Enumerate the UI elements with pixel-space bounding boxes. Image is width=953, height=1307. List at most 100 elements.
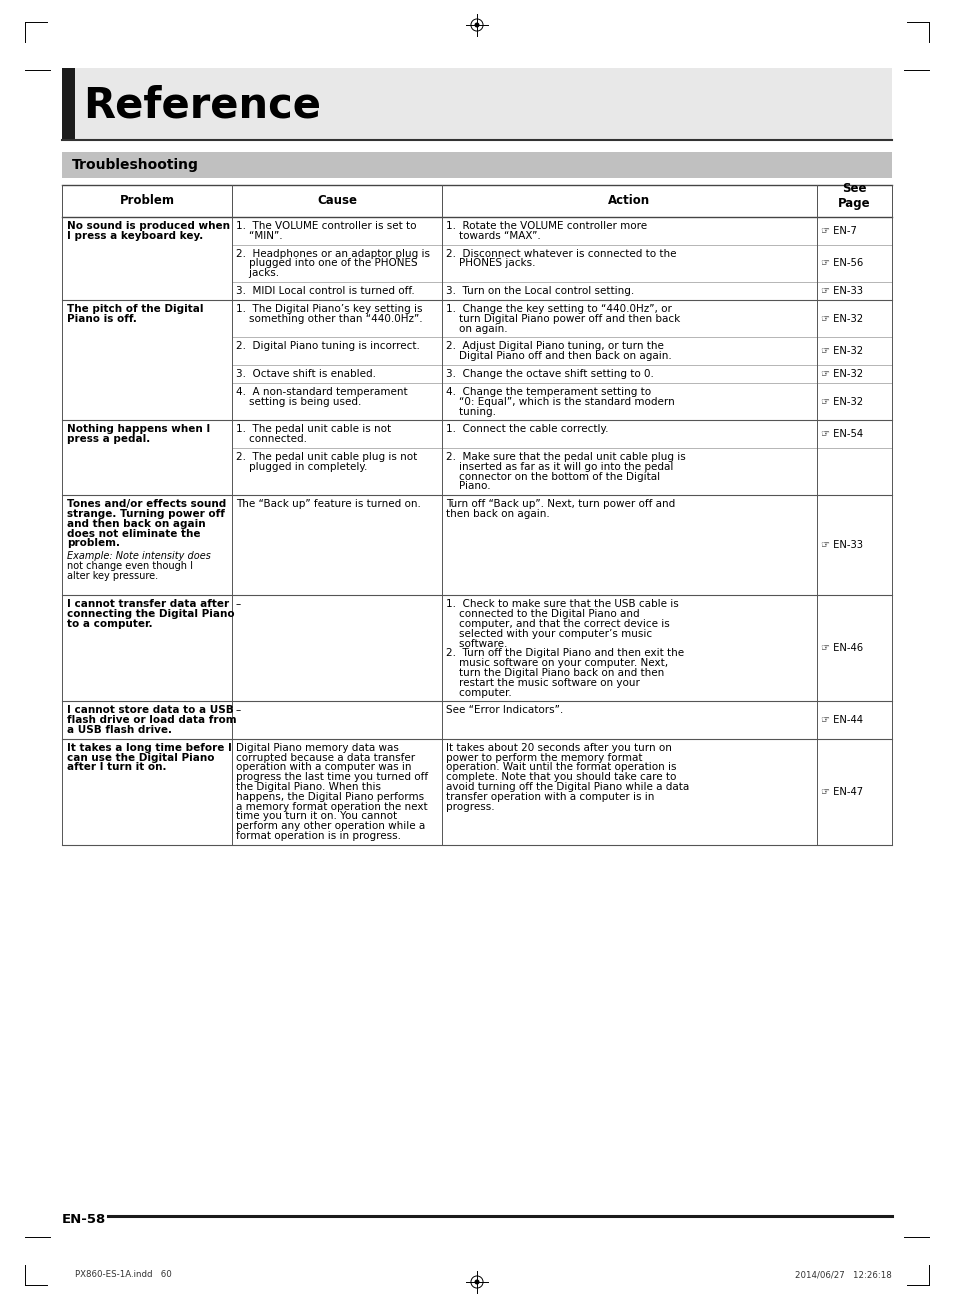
Text: EN-58: EN-58 [62, 1213, 106, 1226]
Text: ☞ EN-33: ☞ EN-33 [821, 286, 862, 295]
Text: corrupted because a data transfer: corrupted because a data transfer [235, 753, 415, 762]
Text: ☞ EN-33: ☞ EN-33 [821, 540, 862, 550]
Text: music software on your computer. Next,: music software on your computer. Next, [446, 659, 667, 668]
Text: software.: software. [446, 639, 507, 648]
Text: The pitch of the Digital: The pitch of the Digital [67, 305, 203, 314]
Text: ☞ EN-54: ☞ EN-54 [821, 429, 862, 439]
Text: No sound is produced when: No sound is produced when [67, 221, 230, 231]
Text: on again.: on again. [446, 324, 507, 333]
Text: computer, and that the correct device is: computer, and that the correct device is [446, 620, 669, 629]
Text: Action: Action [608, 195, 650, 208]
Text: complete. Note that you should take care to: complete. Note that you should take care… [446, 772, 676, 782]
Text: “0: Equal”, which is the standard modern: “0: Equal”, which is the standard modern [446, 397, 674, 406]
Text: 1.  The pedal unit cable is not: 1. The pedal unit cable is not [235, 425, 391, 434]
Text: PX860-ES-1A.indd   60: PX860-ES-1A.indd 60 [75, 1270, 172, 1280]
Text: jacks.: jacks. [235, 268, 279, 278]
Text: connector on the bottom of the Digital: connector on the bottom of the Digital [446, 472, 659, 481]
Text: I cannot transfer data after: I cannot transfer data after [67, 600, 229, 609]
Text: –: – [235, 706, 241, 715]
Text: press a pedal.: press a pedal. [67, 434, 150, 444]
Circle shape [475, 1280, 478, 1283]
Text: tuning.: tuning. [446, 406, 496, 417]
Text: Tones and/or effects sound: Tones and/or effects sound [67, 499, 226, 510]
Text: Nothing happens when I: Nothing happens when I [67, 425, 210, 434]
Text: operation with a computer was in: operation with a computer was in [235, 762, 411, 772]
Text: plugged into one of the PHONES: plugged into one of the PHONES [235, 259, 417, 268]
Text: avoid turning off the Digital Piano while a data: avoid turning off the Digital Piano whil… [446, 782, 688, 792]
Text: 2.  Digital Piano tuning is incorrect.: 2. Digital Piano tuning is incorrect. [235, 341, 419, 352]
Text: 1.  Connect the cable correctly.: 1. Connect the cable correctly. [446, 425, 608, 434]
Text: ☞ EN-32: ☞ EN-32 [821, 397, 862, 406]
Text: strange. Turning power off: strange. Turning power off [67, 508, 225, 519]
Text: 3.  Octave shift is enabled.: 3. Octave shift is enabled. [235, 369, 375, 379]
Text: 3.  Change the octave shift setting to 0.: 3. Change the octave shift setting to 0. [446, 369, 653, 379]
Text: transfer operation with a computer is in: transfer operation with a computer is in [446, 792, 654, 801]
Text: 1.  Check to make sure that the USB cable is: 1. Check to make sure that the USB cable… [446, 600, 678, 609]
Text: –: – [235, 600, 241, 609]
Text: ☞ EN-32: ☞ EN-32 [821, 369, 862, 379]
Text: PHONES jacks.: PHONES jacks. [446, 259, 535, 268]
Text: time you turn it on. You cannot: time you turn it on. You cannot [235, 812, 396, 821]
Text: power to perform the memory format: power to perform the memory format [446, 753, 641, 762]
Text: ☞ EN-7: ☞ EN-7 [821, 226, 856, 235]
Text: towards “MAX”.: towards “MAX”. [446, 231, 540, 240]
Text: See
Page: See Page [838, 182, 870, 210]
Text: It takes about 20 seconds after you turn on: It takes about 20 seconds after you turn… [446, 742, 671, 753]
Text: turn Digital Piano power off and then back: turn Digital Piano power off and then ba… [446, 314, 679, 324]
Text: a USB flash drive.: a USB flash drive. [67, 725, 172, 735]
Text: 2.  Make sure that the pedal unit cable plug is: 2. Make sure that the pedal unit cable p… [446, 452, 685, 461]
Text: See “Error Indicators”.: See “Error Indicators”. [446, 706, 562, 715]
Text: does not eliminate the: does not eliminate the [67, 528, 200, 538]
Text: progress.: progress. [446, 801, 494, 812]
Text: alter key pressure.: alter key pressure. [67, 571, 158, 580]
Text: ☞ EN-56: ☞ EN-56 [821, 259, 862, 268]
Text: “MIN”.: “MIN”. [235, 231, 282, 240]
Text: progress the last time you turned off: progress the last time you turned off [235, 772, 428, 782]
Text: Problem: Problem [119, 195, 174, 208]
Text: Reference: Reference [83, 84, 320, 125]
Text: Turn off “Back up”. Next, turn power off and: Turn off “Back up”. Next, turn power off… [446, 499, 675, 510]
Text: 1.  The VOLUME controller is set to: 1. The VOLUME controller is set to [235, 221, 416, 231]
Text: connected.: connected. [235, 434, 307, 444]
Bar [62, 68, 891, 140]
Text: something other than “440.0Hz”.: something other than “440.0Hz”. [235, 314, 422, 324]
Text: Example: Note intensity does: Example: Note intensity does [67, 552, 211, 561]
Text: computer.: computer. [446, 687, 511, 698]
Text: operation. Wait until the format operation is: operation. Wait until the format operati… [446, 762, 676, 772]
Text: ☞ EN-46: ☞ EN-46 [821, 643, 862, 654]
Text: Piano.: Piano. [446, 481, 490, 491]
Text: 1.  The Digital Piano’s key setting is: 1. The Digital Piano’s key setting is [235, 305, 422, 314]
Text: ☞ EN-44: ☞ EN-44 [821, 715, 862, 725]
Text: Troubleshooting: Troubleshooting [71, 158, 198, 173]
Text: 2.  Headphones or an adaptor plug is: 2. Headphones or an adaptor plug is [235, 248, 430, 259]
Text: restart the music software on your: restart the music software on your [446, 678, 639, 687]
Text: the Digital Piano. When this: the Digital Piano. When this [235, 782, 380, 792]
Text: perform any other operation while a: perform any other operation while a [235, 821, 425, 831]
Text: 4.  A non-standard temperament: 4. A non-standard temperament [235, 387, 407, 397]
Text: turn the Digital Piano back on and then: turn the Digital Piano back on and then [446, 668, 663, 678]
Text: after I turn it on.: after I turn it on. [67, 762, 167, 772]
Text: It takes a long time before I: It takes a long time before I [67, 742, 232, 753]
Bar [62, 186, 891, 217]
Text: connecting the Digital Piano: connecting the Digital Piano [67, 609, 234, 620]
Text: a memory format operation the next: a memory format operation the next [235, 801, 427, 812]
Text: 3.  MIDI Local control is turned off.: 3. MIDI Local control is turned off. [235, 286, 415, 295]
Text: Digital Piano off and then back on again.: Digital Piano off and then back on again… [446, 352, 671, 361]
Text: 4.  Change the temperament setting to: 4. Change the temperament setting to [446, 387, 651, 397]
Text: The “Back up” feature is turned on.: The “Back up” feature is turned on. [235, 499, 420, 510]
Text: selected with your computer’s music: selected with your computer’s music [446, 629, 652, 639]
Text: I cannot store data to a USB: I cannot store data to a USB [67, 706, 233, 715]
Text: 3.  Turn on the Local control setting.: 3. Turn on the Local control setting. [446, 286, 634, 295]
Text: 2.  Adjust Digital Piano tuning, or turn the: 2. Adjust Digital Piano tuning, or turn … [446, 341, 663, 352]
Text: ☞ EN-32: ☞ EN-32 [821, 314, 862, 324]
Text: and then back on again: and then back on again [67, 519, 206, 529]
Text: then back on again.: then back on again. [446, 508, 549, 519]
Text: 2.  The pedal unit cable plug is not: 2. The pedal unit cable plug is not [235, 452, 416, 461]
Text: not change even though I: not change even though I [67, 561, 193, 571]
Text: happens, the Digital Piano performs: happens, the Digital Piano performs [235, 792, 424, 801]
Text: 2014/06/27   12:26:18: 2014/06/27 12:26:18 [795, 1270, 891, 1280]
Text: ☞ EN-47: ☞ EN-47 [821, 787, 862, 797]
Text: to a computer.: to a computer. [67, 620, 152, 629]
Text: problem.: problem. [67, 538, 120, 549]
Text: 2.  Disconnect whatever is connected to the: 2. Disconnect whatever is connected to t… [446, 248, 676, 259]
